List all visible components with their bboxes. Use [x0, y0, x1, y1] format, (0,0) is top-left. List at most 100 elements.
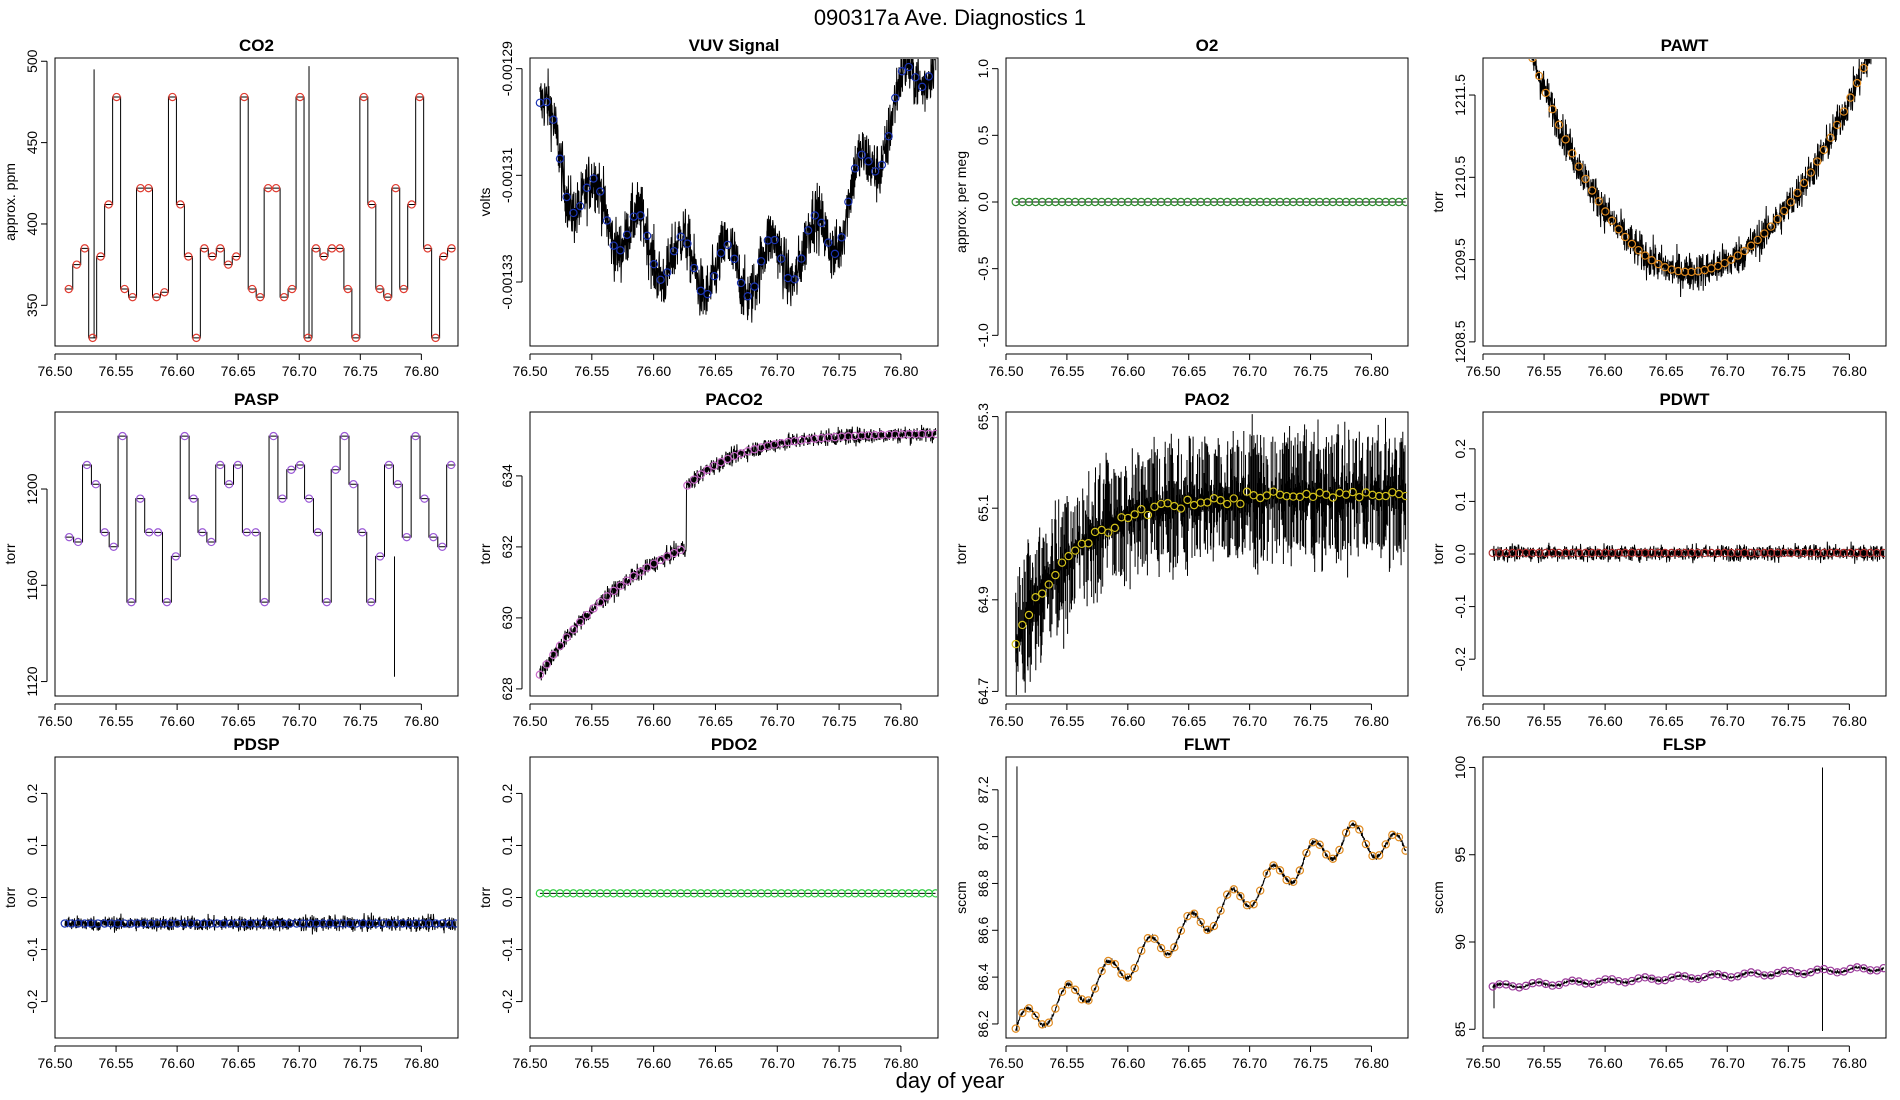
y-tick-label: 86.8 — [975, 870, 991, 897]
data-point — [1361, 839, 1371, 849]
data-point — [589, 174, 598, 183]
data-point — [797, 254, 806, 263]
data-point — [224, 260, 233, 269]
data-point — [1819, 145, 1829, 155]
data-point — [669, 246, 679, 256]
x-tick-label: 76.75 — [1771, 713, 1806, 729]
y-tick-label: 628 — [499, 677, 515, 701]
data-point — [1256, 886, 1265, 895]
data-point — [636, 567, 645, 576]
data-point — [1123, 973, 1133, 982]
y-tick-label: -0.1 — [24, 937, 40, 961]
data-point — [1236, 892, 1245, 901]
series-noise — [539, 59, 937, 323]
data-point — [1880, 16, 1887, 23]
data-point — [120, 284, 129, 294]
data-point — [549, 650, 558, 660]
plot-frame — [1005, 411, 1409, 697]
data-point — [1401, 846, 1407, 855]
panel-paco2: PACO2 torr 76.50 76.55 76.60 76.65 76.70 76.75 7… — [477, 390, 939, 729]
y-tick-label: 86.4 — [975, 963, 991, 990]
plot-area — [60, 912, 457, 935]
data-point — [636, 211, 645, 220]
data-point — [207, 537, 216, 547]
y-axis-label: sccm — [1430, 881, 1446, 914]
x-tick-label: 76.80 — [404, 363, 439, 379]
data-point — [82, 460, 92, 470]
data-point — [703, 289, 712, 299]
data-point — [756, 257, 766, 266]
data-point — [596, 598, 605, 607]
y-tick-label: 100 — [1452, 756, 1468, 780]
plot-frame — [529, 756, 939, 1039]
data-point — [319, 252, 329, 261]
x-tick-label: 76.60 — [160, 713, 195, 729]
y-axis-label: torr — [477, 887, 493, 908]
data-point — [1163, 949, 1172, 959]
data-point — [676, 232, 685, 241]
y-axis-label: torr — [2, 887, 18, 908]
x-tick-label: 76.60 — [160, 363, 195, 379]
y-tick-label: 85 — [1452, 1021, 1468, 1037]
data-point — [1209, 921, 1219, 931]
data-point — [313, 528, 323, 537]
y-tick-label: 1.0 — [975, 59, 991, 79]
data-point — [1654, 259, 1663, 269]
data-point — [663, 552, 672, 561]
data-point — [877, 160, 887, 170]
data-point — [1229, 494, 1238, 503]
data-point — [1335, 845, 1344, 855]
x-tick-label: 76.80 — [1832, 1055, 1867, 1071]
data-point — [582, 610, 592, 620]
y-tick-label: -0.00131 — [499, 147, 515, 202]
data-point — [1216, 906, 1225, 915]
panel-pdwt: PDWT torr 76.50 76.55 76.60 76.65 76.70 76.75 76… — [1430, 390, 1887, 729]
panel-title: PACO2 — [705, 390, 762, 409]
panel-title: PASP — [234, 390, 279, 409]
data-point — [549, 115, 558, 124]
data-point — [1137, 946, 1146, 955]
y-tick-label: -0.2 — [1452, 647, 1468, 671]
data-point — [1130, 963, 1139, 973]
data-point — [295, 92, 305, 102]
data-point — [1143, 510, 1153, 520]
data-point — [1753, 235, 1762, 245]
y-tick-label: 90 — [1452, 934, 1468, 950]
data-point — [542, 97, 551, 107]
y-tick-label: -0.5 — [975, 256, 991, 280]
y-tick-label: 64.9 — [975, 586, 991, 613]
x-tick-label: 76.65 — [1171, 1055, 1206, 1071]
data-point — [1879, 963, 1885, 973]
data-point — [1071, 546, 1080, 555]
x-tick-label: 76.50 — [512, 713, 547, 729]
x-tick-label: 76.70 — [1232, 363, 1267, 379]
data-point — [1328, 493, 1338, 502]
x-tick-label: 76.70 — [760, 713, 795, 729]
panel-title: PDWT — [1659, 390, 1710, 409]
data-point — [247, 284, 257, 294]
x-tick-label: 76.70 — [282, 1055, 317, 1071]
data-point — [622, 576, 632, 585]
panel-title: FLWT — [1184, 735, 1231, 754]
x-tick-label: 76.70 — [1710, 363, 1745, 379]
data-point — [1786, 197, 1796, 207]
y-tick-label: 1208.5 — [1452, 320, 1468, 363]
data-point — [1374, 851, 1384, 860]
data-point — [1832, 120, 1842, 130]
y-tick-label: 0.0 — [975, 192, 991, 212]
data-point — [1799, 178, 1809, 188]
data-point — [1275, 866, 1285, 875]
data-point — [1826, 133, 1835, 142]
data-point — [1037, 589, 1047, 598]
data-point — [438, 542, 447, 551]
x-tick-label: 76.55 — [99, 363, 134, 379]
data-point — [1634, 245, 1643, 255]
panel-flwt: FLWT sccm 76.50 76.55 76.60 76.65 76.70 76.75 76… — [953, 735, 1409, 1071]
data-point — [1806, 168, 1815, 177]
data-point — [1587, 186, 1597, 195]
data-point — [399, 284, 408, 294]
x-tick-label: 76.70 — [1232, 713, 1267, 729]
data-point — [366, 597, 376, 607]
plot-area — [64, 66, 456, 343]
x-tick-label: 76.50 — [37, 1055, 72, 1071]
